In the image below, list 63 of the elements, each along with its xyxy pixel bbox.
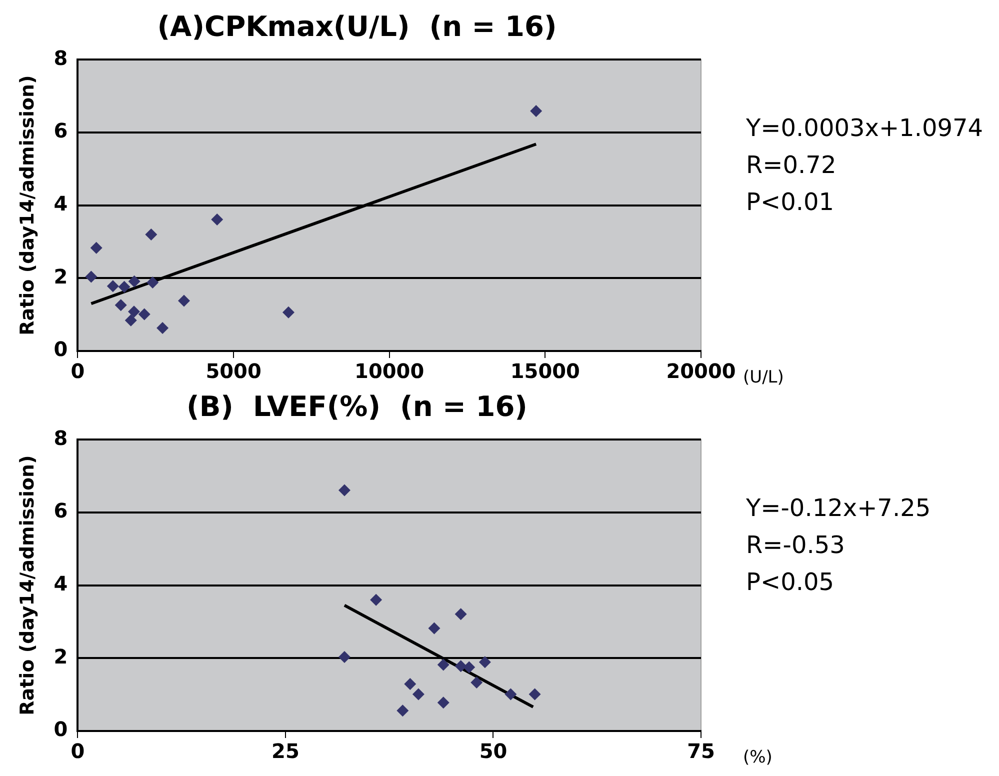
x-tick-label: 5000 [206, 359, 262, 384]
point [145, 228, 158, 240]
x-tick-label: 25 [272, 739, 300, 764]
y-tick-label: 2 [54, 264, 68, 288]
point [370, 594, 382, 606]
y-tick-label: 0 [54, 337, 68, 362]
point [437, 658, 450, 671]
point [530, 104, 542, 117]
x-tick-label: 20000 [666, 359, 736, 384]
point [454, 608, 467, 620]
point [470, 676, 483, 689]
text: Y=0.0003x+1.0974 [745, 114, 984, 142]
point [124, 314, 137, 326]
x-tick-label: 0 [70, 739, 85, 764]
point [282, 306, 294, 318]
point [338, 651, 350, 664]
point [428, 622, 440, 634]
y-tick-label: 6 [54, 118, 68, 143]
point [128, 275, 140, 288]
point [106, 280, 119, 292]
point [404, 678, 416, 690]
point [437, 696, 450, 709]
text: P<0.05 [746, 568, 834, 596]
point [454, 660, 467, 672]
y-tick-label: 8 [54, 46, 68, 70]
point [178, 294, 190, 307]
point [338, 484, 350, 496]
y-tick-label: 6 [54, 498, 68, 523]
y-tick-label: 8 [54, 426, 68, 450]
y-axis-title: Ratio (day14/admission) [16, 455, 38, 716]
x-tick-label: 0 [70, 359, 85, 384]
text: R=0.72 [746, 150, 836, 179]
x-axis-title: (%) [743, 747, 772, 768]
point [156, 322, 169, 334]
x-axis-title: (U/L) [743, 367, 784, 388]
y-tick-label: 0 [54, 717, 68, 742]
x-tick-label: 15000 [510, 359, 580, 384]
point [85, 270, 98, 283]
point [118, 280, 130, 293]
chart-title: (B) LVEF(%) (n = 16) [186, 390, 528, 424]
text: R=-0.53 [746, 530, 845, 559]
y-tick-label: 4 [54, 192, 68, 216]
point [90, 242, 102, 254]
point [396, 704, 409, 717]
point [463, 661, 476, 674]
point [504, 688, 517, 700]
x-tick-label: 75 [687, 739, 715, 764]
point [478, 656, 491, 668]
y-axis-title: Ratio (day14/admission) [16, 75, 38, 336]
point [412, 688, 424, 700]
y-tick-label: 4 [54, 572, 68, 596]
x-tick-label: 10000 [354, 359, 424, 384]
point [114, 299, 127, 312]
point [211, 214, 224, 226]
point [146, 276, 159, 289]
text: Y=-0.12x+7.25 [745, 494, 931, 522]
point [128, 306, 140, 318]
text: P<0.01 [746, 188, 834, 216]
point [138, 308, 150, 320]
x-tick-label: 50 [479, 739, 508, 764]
chart-title: (A)CPKmax(U/L) (n = 16) [157, 10, 557, 44]
y-tick-label: 2 [54, 644, 68, 668]
point [528, 688, 541, 700]
